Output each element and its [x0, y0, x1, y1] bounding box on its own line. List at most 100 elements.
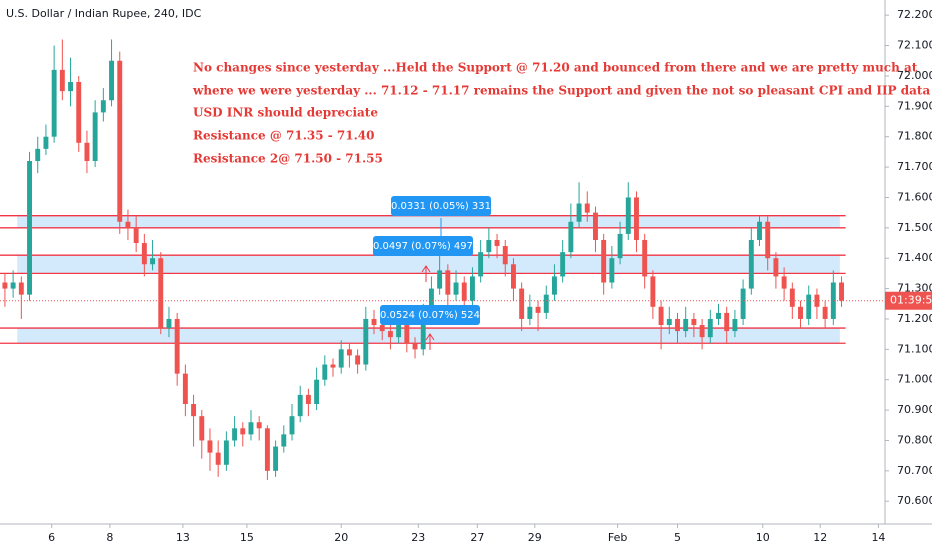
x-tick-label: 8: [106, 531, 113, 544]
candle-body: [707, 318, 713, 338]
candle-body: [593, 212, 598, 240]
candle-body: [798, 306, 803, 319]
candle-body: [830, 282, 836, 319]
candle-body: [43, 136, 49, 149]
candle-body: [527, 306, 533, 319]
annotation: USD INR should depreciate: [193, 106, 378, 120]
plot: [0, 39, 885, 480]
candle-body: [412, 343, 418, 350]
candle-body: [699, 325, 705, 338]
candle-body: [675, 318, 680, 332]
candle-body: [486, 239, 492, 253]
candle-body: [404, 325, 410, 344]
candle-body: [297, 394, 303, 417]
x-tick-label: 12: [813, 531, 827, 544]
candle-body: [158, 258, 164, 329]
candle-body: [773, 258, 779, 277]
candle-body: [650, 276, 656, 307]
measure-arrow: [425, 333, 435, 350]
candle-body: [76, 82, 82, 143]
candle-body: [100, 100, 106, 113]
candle-body: [568, 221, 574, 253]
chart-title: U.S. Dollar / Indian Rupee, 240, IDC: [6, 7, 202, 20]
candle-body: [502, 246, 508, 265]
candle-body: [68, 82, 73, 92]
y-tick-label: 71.0000: [897, 373, 932, 386]
annotation: where we were yesterday ... 71.12 - 71.1…: [192, 84, 930, 98]
measure-box: [373, 236, 473, 256]
x-tick-label: 13: [176, 531, 190, 544]
y-axis: 70.6000 70.7000 70.8000 70.9000 71.0000 71.10…: [48, 8, 932, 544]
candle-body: [716, 312, 721, 319]
candle-body: [461, 282, 467, 301]
candle-body: [363, 318, 369, 365]
candle-body: [215, 452, 221, 465]
candle-body: [117, 60, 123, 222]
candle-body: [428, 288, 434, 313]
y-tick-label: 71.7000: [897, 160, 932, 173]
y-tick-label: 72.2000: [897, 8, 932, 21]
x-tick-label: 6: [48, 531, 55, 544]
candle-body: [199, 416, 205, 441]
y-tick-label: 70.6000: [897, 494, 932, 507]
candle-body: [445, 270, 451, 295]
x-tick-label: 23: [411, 531, 425, 544]
candle-body: [92, 112, 98, 161]
candle-body: [207, 440, 213, 453]
candle-body: [182, 373, 188, 405]
candle-body: [576, 203, 582, 222]
candle-body: [2, 282, 8, 289]
annotation: Resistance @ 71.35 - 71.40: [193, 129, 375, 143]
candle-body: [133, 227, 139, 244]
candle-body: [330, 364, 336, 368]
annotations: No changes since yesterday ...Held the S…: [192, 61, 930, 166]
measure-arrow: [421, 265, 431, 282]
measure-box: [380, 305, 480, 325]
x-tick-label: 27: [470, 531, 484, 544]
x-tick-label: 29: [528, 531, 542, 544]
measurements: 0.0331 (0.05%) 331 0.0497 (0.07%) 497 0.…: [373, 196, 491, 350]
zone: [17, 255, 840, 274]
candle-body: [84, 142, 90, 161]
candle-body: [141, 243, 147, 265]
candle-body: [634, 197, 639, 240]
candle-body: [625, 197, 631, 234]
candle-body: [396, 325, 402, 338]
candle-body: [658, 306, 664, 326]
y-tick-label: 71.9000: [897, 99, 932, 112]
candle-body: [666, 318, 672, 326]
candle-body: [10, 282, 16, 289]
y-tick-label: 72.1000: [897, 39, 932, 52]
candle-body: [273, 446, 279, 471]
measure-box: [391, 196, 491, 216]
candle-body: [617, 233, 623, 259]
y-tick-label: 70.7000: [897, 464, 932, 477]
y-tick-label: 70.8000: [897, 433, 932, 446]
candle-body: [18, 282, 24, 295]
measure-label: 0.0497 (0.07%) 497: [373, 241, 473, 252]
candle-body: [642, 239, 648, 277]
candle-body: [609, 258, 615, 283]
candle-body: [724, 312, 730, 332]
candle-body: [174, 318, 180, 374]
candle-body: [166, 318, 172, 329]
candle-body: [469, 276, 475, 301]
candle-body: [601, 239, 607, 283]
zone: [17, 215, 840, 228]
candle-body: [322, 364, 328, 380]
candle-body: [125, 221, 131, 228]
candle-body: [232, 428, 238, 441]
y-tick-label: 70.9000: [897, 403, 932, 416]
y-tick-label: 71.5000: [897, 221, 932, 234]
candle-body: [338, 349, 344, 368]
candle-body: [59, 69, 65, 92]
candle-body: [248, 422, 254, 435]
x-tick-label: Feb: [608, 531, 627, 544]
annotation: Resistance 2@ 71.50 - 71.55: [193, 152, 383, 166]
candle-body: [346, 349, 352, 356]
y-tick-label: 71.6000: [897, 190, 932, 203]
x-tick-label: 5: [674, 531, 681, 544]
annotation: No changes since yesterday ...Held the S…: [193, 61, 918, 75]
measure-label: 0.0331 (0.05%) 331: [391, 201, 491, 212]
